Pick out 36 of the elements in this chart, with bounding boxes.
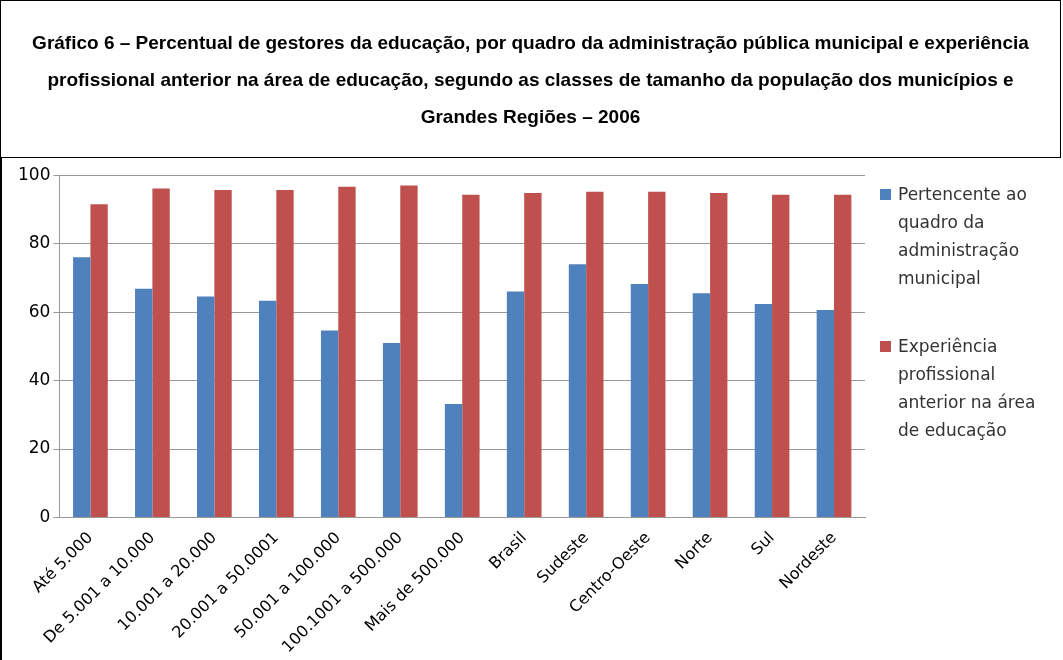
bar	[506, 291, 525, 518]
legend-label: Experiência profissional anterior na área de educação	[898, 336, 1036, 440]
y-tick-label: 80	[28, 232, 51, 253]
bar	[400, 185, 418, 518]
bar	[772, 194, 790, 518]
bar	[382, 342, 401, 518]
bar	[692, 293, 711, 518]
bar	[320, 330, 339, 518]
bar	[462, 194, 480, 518]
bar	[258, 300, 277, 518]
y-tick-label: 40	[28, 369, 51, 390]
bar	[524, 193, 542, 518]
bar	[214, 189, 232, 518]
bar	[568, 264, 587, 518]
bar	[816, 310, 835, 518]
bar	[630, 284, 649, 518]
y-tick-label: 0	[39, 505, 51, 526]
bar	[754, 303, 773, 518]
bar	[152, 188, 170, 518]
bar	[90, 204, 108, 518]
bar	[834, 194, 852, 518]
bar	[648, 191, 666, 518]
bar	[444, 403, 463, 518]
y-tick-label: 60	[28, 300, 51, 321]
x-tick-label: Sul	[746, 527, 778, 559]
y-tick-label: 20	[28, 437, 51, 458]
bar	[197, 296, 215, 518]
bar	[276, 189, 294, 518]
chart-title: Gráfico 6 – Percentual de gestores da educação, por quadro da administração pública municipal e experiência profissional anterior na área de educação, segundo as classes de tamanho da população dos municípios e Grandes Regiões – 2006	[0, 0, 1061, 158]
legend-label: Pertencente ao quadro da administração municipal	[898, 184, 1027, 288]
y-tick-label: 100	[17, 163, 51, 184]
bar	[586, 191, 604, 518]
bar	[73, 257, 91, 518]
bar	[135, 288, 153, 518]
bar	[710, 193, 728, 518]
bar	[338, 186, 356, 518]
